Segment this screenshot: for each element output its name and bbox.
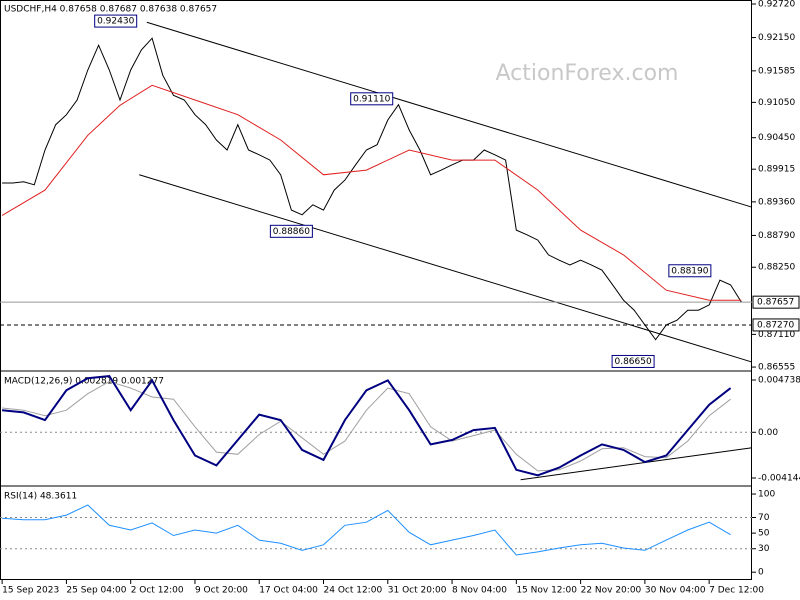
- price-annotation: 0.88190: [671, 266, 708, 276]
- price-annotation-box: [350, 92, 394, 106]
- trend-line: [520, 447, 753, 481]
- x-tick-label: 8 Nov 04:00: [452, 586, 507, 596]
- x-tick-label: 15 Nov 12:00: [516, 586, 577, 596]
- price-annotation: 0.91110: [353, 94, 390, 104]
- price-annotation: 0.92430: [97, 17, 134, 27]
- x-tick-label: 7 Dec 12:00: [709, 586, 764, 596]
- series-line: [1, 84, 742, 301]
- watermark: ActionForex.com: [496, 61, 679, 86]
- y-tick-label: -0.004144: [758, 474, 800, 484]
- series-line: [2, 37, 742, 341]
- series-line: [1, 374, 732, 477]
- x-tick-label: 24 Oct 12:00: [324, 586, 383, 596]
- x-tick-label: 9 Oct 20:00: [195, 586, 248, 596]
- price-annotation: 0.86650: [614, 357, 651, 367]
- x-tick-label: 30 Nov 04:00: [645, 586, 706, 596]
- price-annotation-box: [94, 14, 138, 28]
- x-tick-label: 15 Sep 2023: [2, 586, 59, 596]
- y-tick-label: 0.89360: [758, 197, 795, 207]
- y-tick-label: 0.00: [758, 428, 778, 438]
- y-tick-label: 0.92150: [758, 33, 795, 43]
- y-tick-label: 0.90450: [758, 133, 795, 143]
- plot-frame: [0, 0, 752, 580]
- y-tick-label: 0.87110: [758, 330, 795, 340]
- y-tick-label: 0.91050: [758, 98, 795, 108]
- panel-title: USDCHF,H4 0.87658 0.87687 0.87638 0.8765…: [4, 5, 217, 15]
- series-line: [2, 380, 731, 472]
- series-line: [2, 504, 731, 556]
- x-tick-label: 25 Sep 04:00: [66, 586, 126, 596]
- price-annotation-box: [668, 264, 712, 278]
- y-tick-label: 0.89915: [758, 165, 795, 175]
- x-tick-label: 17 Oct 04:00: [259, 586, 318, 596]
- y-tick-label: 30: [758, 544, 770, 554]
- price-annotation: 0.88860: [273, 227, 310, 237]
- price-annotation-box: [611, 354, 655, 368]
- x-tick-label: 22 Nov 20:00: [581, 586, 642, 596]
- panel-title: RSI(14) 48.3611: [4, 492, 77, 502]
- y-tick-label: 0.92720: [758, 0, 795, 10]
- price-label: 0.87270: [757, 320, 794, 330]
- price-label: 0.87657: [757, 298, 794, 308]
- price-label-box: [752, 318, 800, 332]
- y-tick-label: 100: [758, 490, 775, 500]
- y-tick-label: 0: [758, 568, 764, 578]
- trend-line: [139, 174, 753, 363]
- trend-line: [146, 21, 753, 208]
- price-label-box: [752, 295, 800, 309]
- y-tick-label: 70: [758, 513, 770, 523]
- y-tick-label: 0.86555: [758, 363, 795, 373]
- x-tick-label: 2 Oct 12:00: [131, 586, 184, 596]
- x-tick-label: 31 Oct 20:00: [388, 586, 447, 596]
- y-tick-label: 0.88250: [758, 263, 795, 273]
- y-tick-label: 0.91585: [758, 66, 795, 76]
- price-annotation-box: [269, 224, 313, 238]
- y-tick-label: 50: [758, 529, 770, 539]
- y-tick-label: 0.88790: [758, 231, 795, 241]
- y-tick-label: 0.004738: [758, 375, 800, 385]
